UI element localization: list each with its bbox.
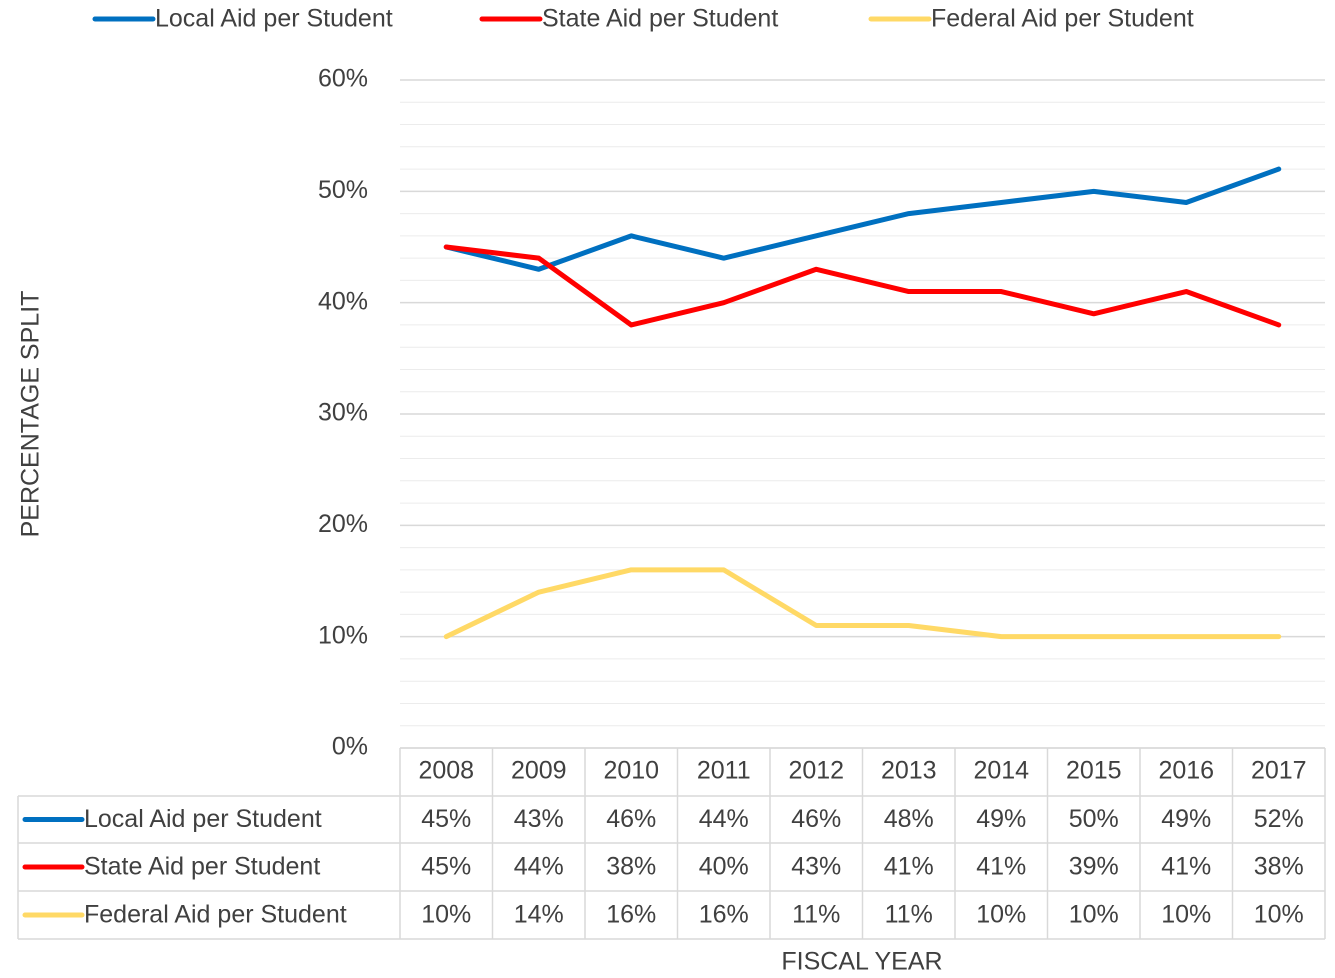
table-cell: 49% [976,805,1026,833]
table-cell: 11% [792,901,840,929]
y-tick-label: 30% [318,399,368,427]
x-axis-title: FISCAL YEAR [781,948,942,976]
table-cell: 46% [606,805,656,833]
table-cell: 11% [885,901,933,929]
table-cell: 40% [699,853,749,881]
y-tick-label: 10% [318,621,368,649]
table-cell: 10% [421,901,471,929]
table-series-name: Federal Aid per Student [84,901,347,929]
table-cell: 10% [1161,901,1211,929]
table-cell: 49% [1161,805,1211,833]
table-cell: 45% [421,805,471,833]
table-cell: 41% [1161,853,1211,881]
legend-label: State Aid per Student [542,5,778,33]
table-cell: 41% [976,853,1026,881]
table-cell: 10% [1069,901,1119,929]
data-line [443,166,1282,272]
y-axis-title: PERCENTAGE SPLIT [17,291,45,538]
table-cell: 46% [791,805,841,833]
table-cell: 50% [1069,805,1119,833]
table-series-name: State Aid per Student [84,853,320,881]
y-tick-label: 50% [318,176,368,204]
data-line [443,244,1282,328]
x-tick-label: 2014 [973,757,1029,785]
table-cell: 38% [1254,853,1304,881]
x-tick-label: 2012 [788,757,844,785]
table-cell: 39% [1069,853,1119,881]
table-cell: 43% [514,805,564,833]
table-series-name: Local Aid per Student [84,805,322,833]
table-cell: 10% [976,901,1026,929]
x-tick-label: 2011 [697,757,751,785]
x-tick-label: 2015 [1066,757,1122,785]
table-cell: 48% [884,805,934,833]
data-line [443,567,1282,640]
table-cell: 44% [699,805,749,833]
x-tick-label: 2013 [881,757,937,785]
x-tick-label: 2017 [1251,757,1307,785]
x-tick-label: 2010 [603,757,659,785]
legend-label: Federal Aid per Student [931,5,1194,33]
table-cell: 10% [1254,901,1304,929]
table-cell: 16% [606,901,656,929]
table-cell: 14% [514,901,564,929]
y-tick-label: 60% [318,65,368,93]
table-cell: 41% [884,853,934,881]
y-tick-label: 20% [318,510,368,538]
table-cell: 52% [1254,805,1304,833]
legend-label: Local Aid per Student [155,5,393,33]
y-tick-label: 40% [318,287,368,315]
table-cell: 44% [514,853,564,881]
x-tick-label: 2009 [511,757,567,785]
x-tick-label: 2008 [418,757,474,785]
table-cell: 45% [421,853,471,881]
table-cell: 38% [606,853,656,881]
table-cell: 43% [791,853,841,881]
table-cell: 16% [699,901,749,929]
y-tick-label: 0% [332,733,368,761]
x-tick-label: 2016 [1158,757,1214,785]
